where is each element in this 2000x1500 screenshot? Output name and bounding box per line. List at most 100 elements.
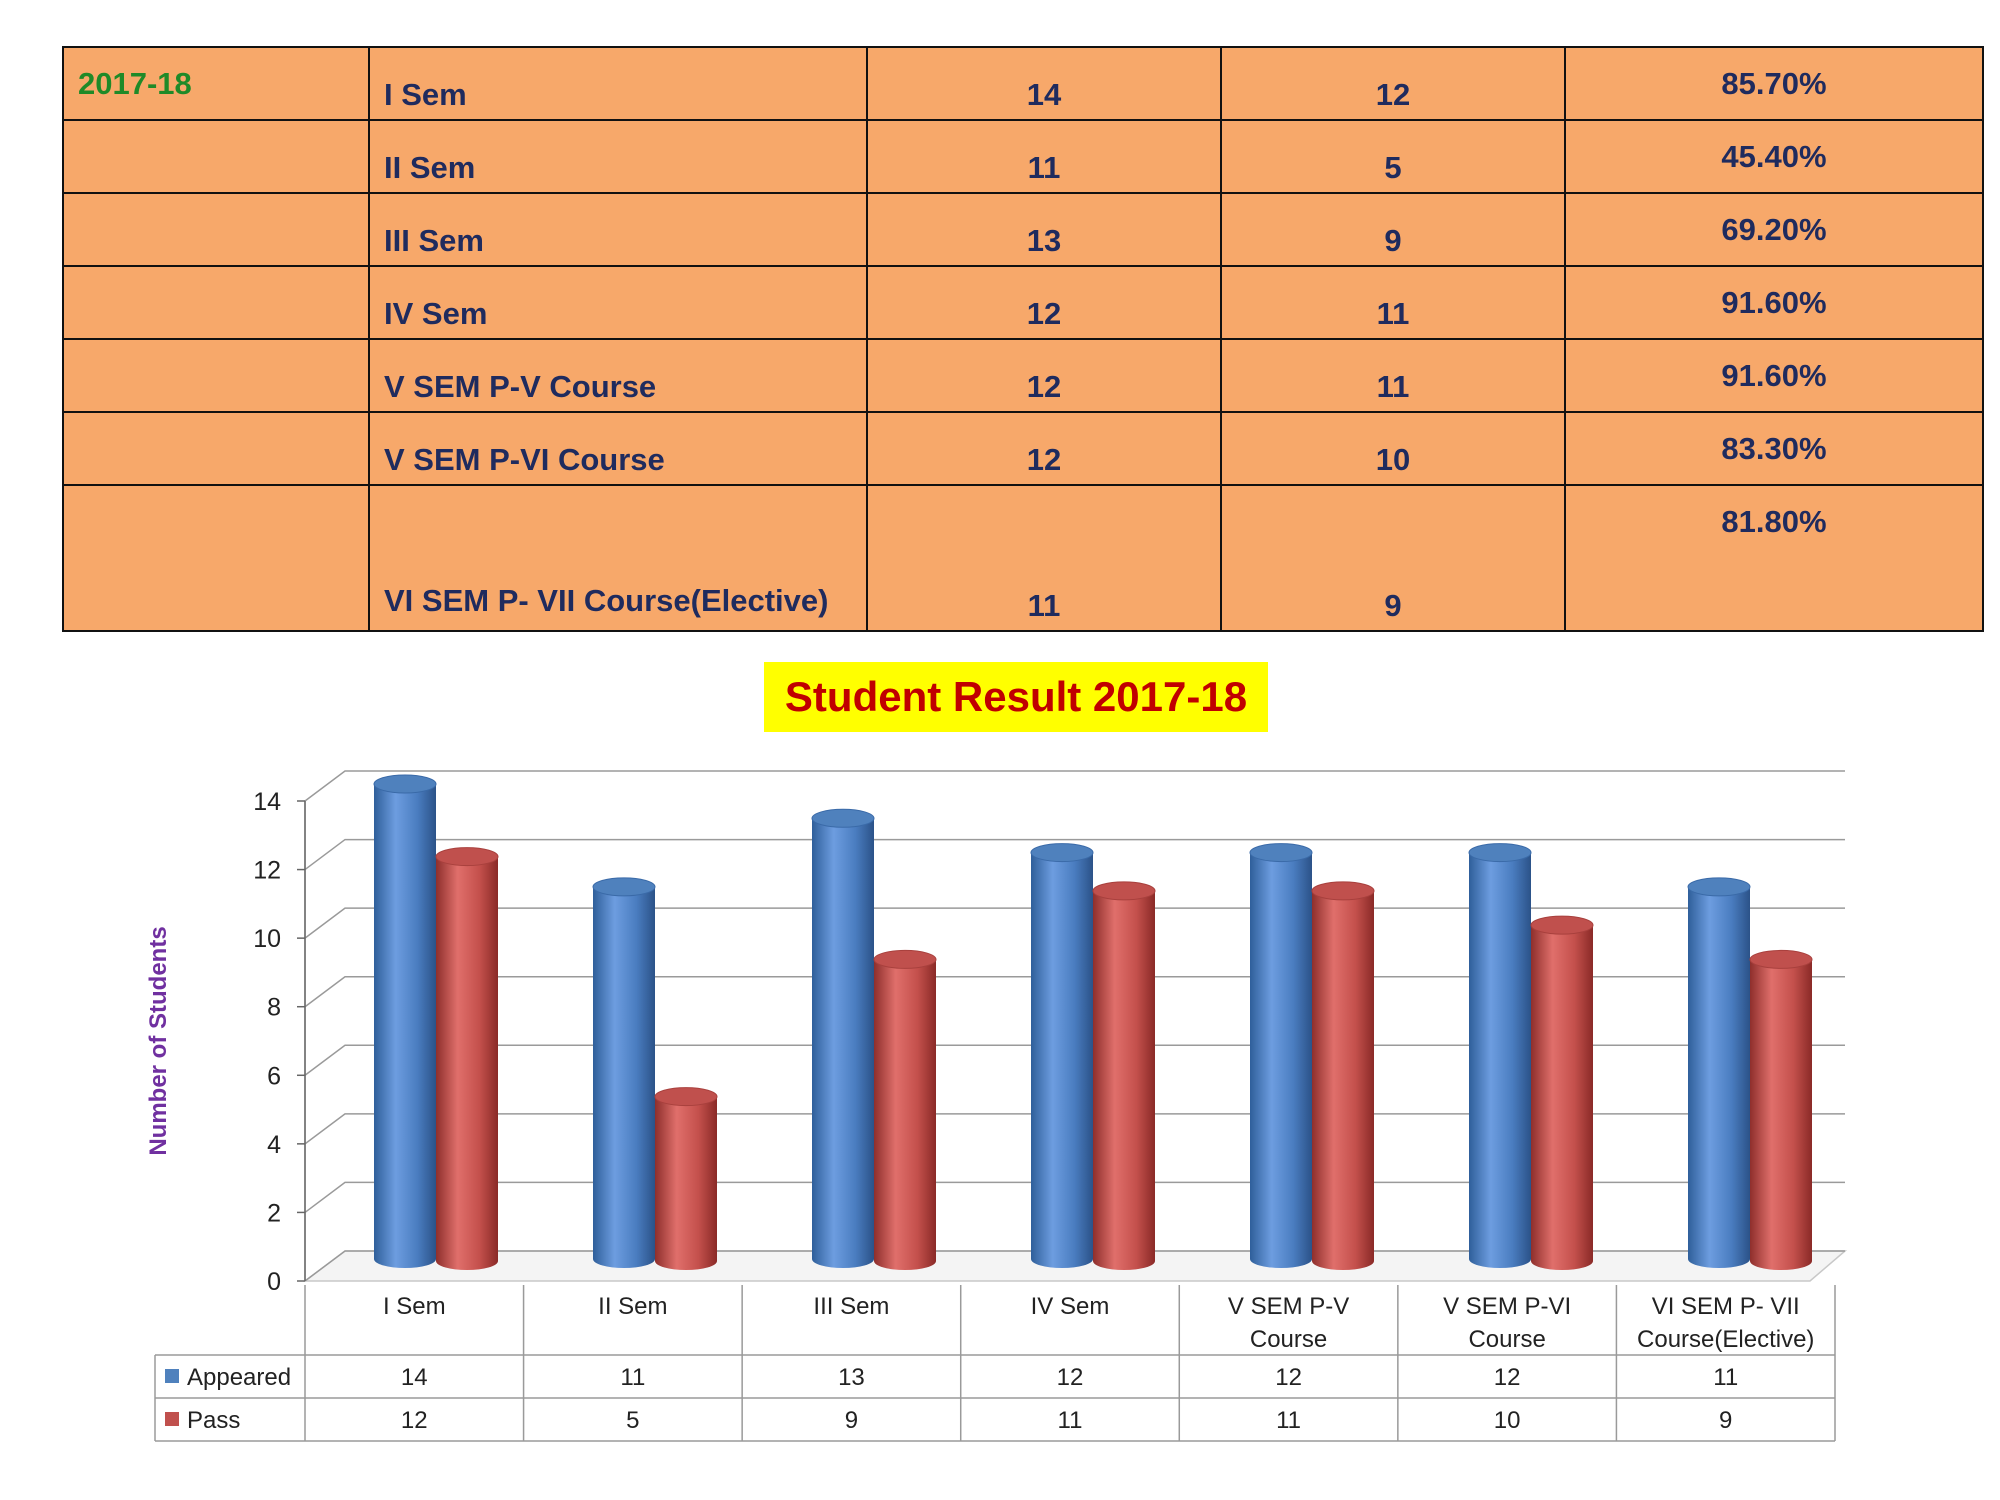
appeared-cell: 12 [866,411,1222,486]
semester-cell: VI SEM P- VII Course(Elective) [368,484,868,632]
y-tick-label: 4 [267,1131,281,1159]
appeared-cell: 12 [866,338,1222,413]
gridline [304,770,1845,802]
table-row: V SEM P-V Course 12 11 91.60% [62,338,1984,413]
x-category-label: II Sem [598,1293,667,1320]
semester-cell: II Sem [368,119,868,194]
bar-pass [1749,949,1813,1270]
chart-bars [373,774,1813,1270]
bar-top [1249,843,1313,863]
percent-cell: 83.30% [1564,411,1984,486]
semester-cell: V SEM P-V Course [368,338,868,413]
bar-top [1030,843,1094,863]
pass-cell: 9 [1220,192,1566,267]
year-cell-empty [62,265,370,340]
table-row: 2017-18 I Sem 14 12 85.70% [62,46,1984,121]
bar-appeared [1249,843,1313,1268]
gridline [304,838,1845,871]
y-tick-label: 6 [267,1062,281,1090]
y-tick-label: 14 [253,788,281,816]
year-cell-empty [62,484,370,632]
percent-cell: 69.20% [1564,192,1984,267]
percent-cell: 81.80% [1564,484,1984,632]
data-label: 12 [401,1407,428,1434]
y-tick-label: 2 [267,1199,281,1227]
bar-appeared [1468,843,1532,1268]
bar-body [1688,886,1750,1268]
results-table: 2017-18 I Sem 14 12 85.70% II Sem 11 5 4… [62,46,1984,632]
pass-cell: 11 [1220,265,1566,340]
x-category-label: IV Sem [1031,1293,1110,1320]
data-label: 10 [1494,1407,1521,1434]
appeared-cell: 14 [866,46,1222,121]
bar-appeared [1687,877,1751,1268]
semester-cell: III Sem [368,192,868,267]
data-label: 11 [1058,1407,1083,1434]
semester-cell: I Sem [368,46,868,121]
data-label: 9 [845,1407,858,1434]
year-cell-empty [62,338,370,413]
data-label: 12 [1057,1364,1084,1391]
legend-label: Appeared [187,1364,291,1391]
bar-pass [435,847,499,1270]
percent-cell: 45.40% [1564,119,1984,194]
table-row: IV Sem 12 11 91.60% [62,265,1984,340]
bar-top [1749,949,1813,969]
pass-cell: 10 [1220,411,1566,486]
chart-title: Student Result 2017-18 [764,662,1268,732]
y-tick-label: 12 [253,857,281,885]
data-label: 12 [1494,1364,1521,1391]
appeared-cell: 11 [866,119,1222,194]
pass-cell: 12 [1220,46,1566,121]
bar-appeared [1030,843,1094,1268]
x-category-label: Course [1468,1326,1545,1353]
percent-cell: 85.70% [1564,46,1984,121]
x-category-label: III Sem [813,1293,889,1320]
data-label: 13 [838,1364,865,1391]
legend-swatch-pass [165,1412,179,1426]
x-category-label: I Sem [383,1293,446,1320]
bar-top [654,1087,718,1107]
bar-pass [1311,881,1375,1270]
data-label: 5 [626,1407,639,1434]
year-cell-empty [62,411,370,486]
y-tick-label: 10 [253,925,281,953]
bar-appeared [592,877,656,1268]
bar-body [1031,852,1093,1268]
bar-body [812,818,874,1268]
bar-body [374,784,436,1268]
bar-top [1311,881,1375,901]
data-label: 11 [1713,1364,1738,1391]
bar-body [1469,852,1531,1268]
chart-data-table: I Sem II Sem III Sem IV Sem V SEM P-V Course V… [154,1285,1836,1442]
bar-chart: 0 2 4 6 8 10 12 14 Number of Students I Sem II Se… [145,770,1848,1442]
percent-cell: 91.60% [1564,338,1984,413]
table-row: III Sem 13 9 69.20% [62,192,1984,267]
data-label: 14 [401,1364,428,1391]
chart-axis: 0 2 4 6 8 10 12 14 Number of Students [145,788,306,1296]
bar-pass [1530,915,1594,1270]
bar-top [1687,877,1751,897]
bar-top [1092,881,1156,901]
appeared-cell: 12 [866,265,1222,340]
semester-cell: V SEM P-VI Course [368,411,868,486]
x-category-label: Course [1250,1326,1327,1353]
x-category-label: V SEM P-V [1228,1293,1349,1320]
bar-body [1093,890,1155,1270]
bar-body [1312,890,1374,1270]
bar-top [373,774,437,794]
bar-top [592,877,656,897]
data-label: 12 [1275,1364,1302,1391]
x-category-label: VI SEM P- VII [1652,1293,1800,1320]
year-cell-empty [62,192,370,267]
bar-pass [873,949,937,1270]
bar-top [1468,843,1532,863]
bar-body [436,856,498,1270]
appeared-cell: 13 [866,192,1222,267]
table-row: V SEM P-VI Course 12 10 83.30% [62,411,1984,486]
year-cell: 2017-18 [62,46,370,121]
bar-top [873,949,937,969]
x-category-label: Course(Elective) [1637,1326,1814,1353]
y-tick-label: 8 [267,994,281,1022]
bar-pass [654,1087,718,1270]
